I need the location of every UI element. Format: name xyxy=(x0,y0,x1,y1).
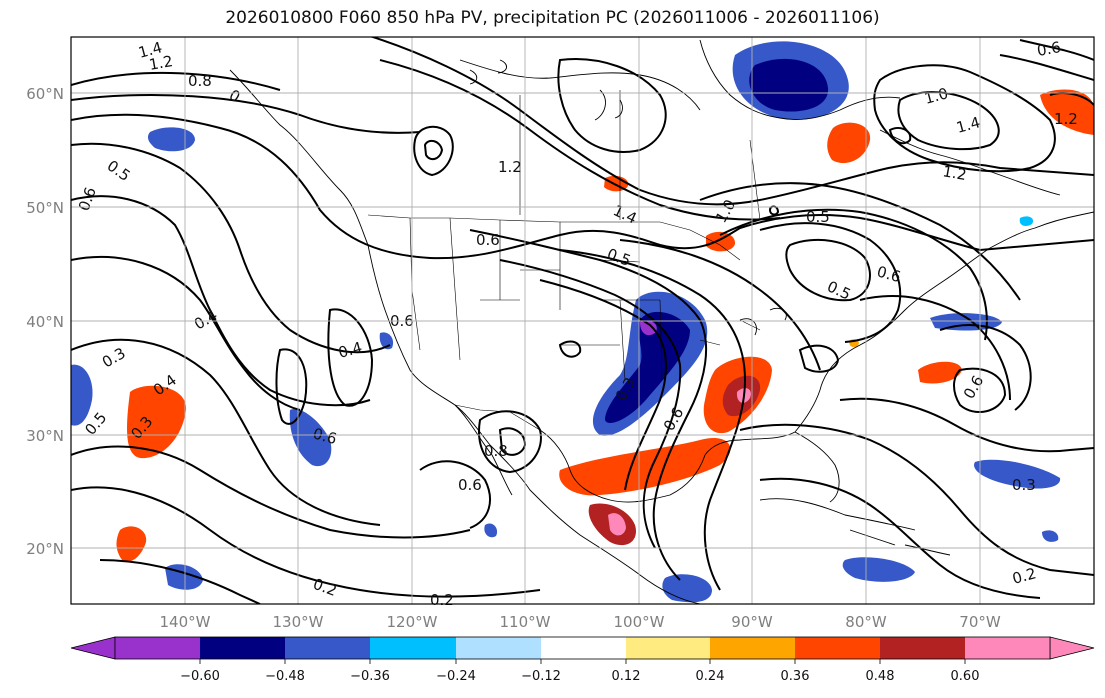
contour-label: 0.4 xyxy=(336,338,364,362)
lon-label: 90°W xyxy=(731,613,773,631)
contour-label: 1.0 xyxy=(922,84,950,108)
contour-label: 0.8 xyxy=(188,72,212,90)
precip-blob-atlantic-mid xyxy=(918,361,962,384)
colorbar-tick-label: −0.60 xyxy=(180,669,220,684)
colorbar-tick-label: 0.24 xyxy=(696,669,725,684)
precip-peak-mexico-south xyxy=(608,513,626,536)
precip-blob-atlantic-far xyxy=(1042,530,1059,542)
contour-label: 1.2 xyxy=(941,162,968,184)
precip-blob-pacific-south xyxy=(116,526,147,562)
lon-label: 130°W xyxy=(273,613,324,631)
precip-peak-southern-plains xyxy=(640,320,657,336)
precip-blob-pacific-north xyxy=(147,127,195,152)
contour-label: 0.8 xyxy=(484,442,508,460)
colorbar-tick-label: 0.48 xyxy=(866,669,895,684)
graticule xyxy=(71,37,1094,604)
colorbar-swatch xyxy=(710,637,795,659)
precip-blob-pacific-mexico xyxy=(662,574,712,603)
colorbar-ticks xyxy=(199,659,966,664)
precip-blob-caribbean xyxy=(842,557,915,582)
colorbar-swatch xyxy=(456,637,541,659)
contour-label: 0.6 xyxy=(75,185,100,214)
lon-label: 110°W xyxy=(500,613,551,631)
contour-label: 0.2 xyxy=(1010,564,1038,588)
colorbar-swatch xyxy=(965,637,1050,659)
colorbar-swatch xyxy=(626,637,710,659)
colorbar-tick-label: 0.36 xyxy=(781,669,810,684)
contour-label: 0.5 xyxy=(806,208,830,226)
colorbar-tick-label: 0.12 xyxy=(612,669,641,684)
latitude-labels: 60°N 50°N 40°N 30°N 20°N xyxy=(26,85,64,558)
lon-label: 100°W xyxy=(614,613,665,631)
colorbar: −0.60 −0.48 −0.36 −0.24 −0.12 0.12 0.24 … xyxy=(70,636,1095,684)
lat-label: 30°N xyxy=(26,427,64,445)
contour-label: 0.6 xyxy=(875,262,903,286)
contour-label: 0.5 xyxy=(104,157,134,185)
colorbar-tick-label: −0.12 xyxy=(521,669,561,684)
contour-label: 0.6 xyxy=(458,476,482,494)
lat-label: 60°N xyxy=(26,85,64,103)
colorbar-swatch xyxy=(880,637,965,659)
precip-core-southern-plains xyxy=(605,311,690,423)
colorbar-swatch xyxy=(285,637,370,659)
precip-blob-lakes xyxy=(706,231,736,252)
lat-label: 20°N xyxy=(26,540,64,558)
contour-label: 0.3 xyxy=(99,344,129,372)
contour-label: 0.6 xyxy=(311,424,339,448)
lon-label: 70°W xyxy=(959,613,1001,631)
colorbar-tick-label: −0.36 xyxy=(350,669,390,684)
longitude-labels: 140°W 130°W 120°W 110°W 100°W 90°W 80°W … xyxy=(160,613,1001,631)
colorbar-swatch xyxy=(370,637,456,659)
colorbar-outline xyxy=(114,636,1051,660)
map-frame xyxy=(70,36,1095,605)
precip-blob-pacific-edge xyxy=(71,364,93,426)
colorbar-tick-label: −0.48 xyxy=(265,669,305,684)
precip-blob-gulf xyxy=(559,438,731,496)
contour-label: 0.3 xyxy=(1012,476,1036,494)
lat-label: 50°N xyxy=(26,199,64,217)
colorbar-swatch xyxy=(541,637,626,659)
lat-label: 40°N xyxy=(26,313,64,331)
map-plot-area xyxy=(71,39,1094,604)
precip-blob-pacific-baja xyxy=(484,523,498,538)
colorbar-tick-label: −0.24 xyxy=(436,669,476,684)
contour-label: 1.4 xyxy=(136,38,164,62)
contour-label: 1.2 xyxy=(148,52,175,74)
contour-label: 0.6 xyxy=(660,404,688,434)
contour-label: 0.2 xyxy=(430,591,454,609)
precip-core-canada-north xyxy=(749,58,829,112)
precip-blob-northeast xyxy=(1040,89,1094,135)
contour-label: 0.2 xyxy=(311,575,340,600)
precip-blob-atlantic-south xyxy=(974,459,1061,489)
precip-blob-maritimes xyxy=(1019,216,1034,226)
contour-label: 1.0 xyxy=(712,196,740,226)
contour-labels: 1.4 1.2 0.8 0 0.5 0.6 1.2 1.4 0.6 0.5 1.… xyxy=(75,38,1078,609)
colorbar-swatch xyxy=(795,637,880,659)
contour-label: 0.5 xyxy=(605,245,634,270)
precip-blob-pacific-west xyxy=(127,385,187,459)
colorbar-swatch xyxy=(115,637,200,659)
contour-label: 1.4 xyxy=(954,113,982,137)
lon-label: 120°W xyxy=(387,613,438,631)
precip-blob-hudson xyxy=(827,122,871,164)
contour-label: 0 xyxy=(226,86,243,106)
colorbar-tick-label: 0.60 xyxy=(951,669,980,684)
contour-label: 0.6 xyxy=(476,231,500,249)
contour-label: 1.2 xyxy=(1054,110,1078,128)
colorbar-extend-max xyxy=(1049,636,1095,660)
lon-label: 140°W xyxy=(160,613,211,631)
contour-label: 0.6 xyxy=(960,372,988,402)
contour-label: 1.2 xyxy=(498,158,522,176)
precip-blob-pacific-mid xyxy=(289,409,332,467)
lon-label: 80°W xyxy=(845,613,887,631)
precipitation-shading xyxy=(71,41,1094,603)
colorbar-swatch xyxy=(200,637,285,659)
contour-label: 0.6 xyxy=(1036,38,1063,60)
coastlines xyxy=(229,39,1094,604)
colorbar-extend-min xyxy=(70,636,116,660)
map-title: 2026010800 F060 850 hPa PV, precipitatio… xyxy=(225,8,880,28)
contour-label: 0.4 xyxy=(191,306,221,334)
contour-label: 1.4 xyxy=(610,201,639,227)
